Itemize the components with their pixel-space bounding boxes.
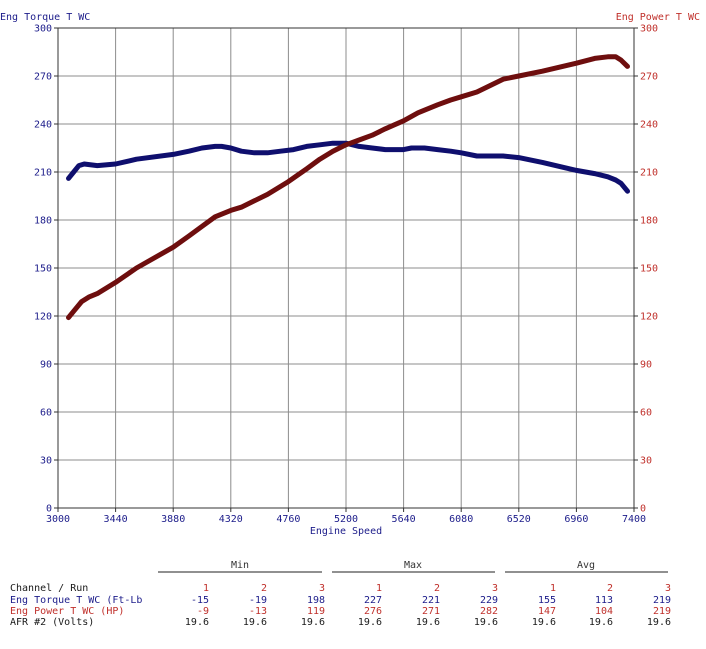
table-run-number: 2 [607,583,613,594]
x-axis-title: Engine Speed [310,526,382,537]
y-right-tick-label: 0 [640,504,646,515]
table-run-number: 3 [492,583,498,594]
table-cell: 19.6 [185,617,209,628]
series-lines [66,54,630,321]
y-right-tick-label: 120 [640,312,658,323]
y-right-tick-label: 210 [640,168,658,179]
table-row-label: AFR #2 (Volts) [10,617,94,628]
y-left-tick-label: 90 [40,360,52,371]
table-group-header: Min [231,560,249,571]
summary-table: Min Max Avg Channel / Run 1 2 3 1 2 3 1 2 3 Eng Torqu… [10,560,671,628]
x-tick-label: 3880 [161,514,185,525]
table-cell: 19.6 [301,617,325,628]
table-group-header: Avg [577,560,595,571]
table-cell: 219 [653,595,671,606]
table-row-label: Eng Power T WC (HP) [10,606,124,617]
table-cell: 147 [538,606,556,617]
y-left-tick-label: 120 [34,312,52,323]
y-left-tick-label: 0 [46,504,52,515]
x-tick-label: 3440 [104,514,128,525]
grid-lines [54,27,638,512]
table-cell: 19.6 [647,617,671,628]
table-cell: 104 [595,606,613,617]
axis-labels: 3000 3440 3880 4320 4760 5200 5640 6080 6520 6960… [34,24,658,526]
table-run-number: 2 [261,583,267,594]
y-left-tick-label: 270 [34,72,52,83]
table-cell: 19.6 [358,617,382,628]
table-group-header: Max [404,560,422,571]
table-cell: -15 [191,595,209,606]
x-tick-label: 6080 [449,514,473,525]
table-cell: 19.6 [243,617,267,628]
table-run-number: 2 [434,583,440,594]
table-cell: -9 [197,606,209,617]
y-left-tick-label: 150 [34,264,52,275]
table-cell: 19.6 [589,617,613,628]
x-tick-label: 4760 [276,514,300,525]
table-cell: 155 [538,595,556,606]
table-channel-header: Channel / Run [10,583,88,594]
table-run-number: 1 [376,583,382,594]
table-run-number: 1 [550,583,556,594]
table-cell: 19.6 [532,617,556,628]
y-left-tick-label: 30 [40,456,52,467]
table-cell: 276 [364,606,382,617]
y-left-axis-title: Eng Torque T WC [0,12,90,23]
table-cell: -13 [249,606,267,617]
table-run-number: 1 [203,583,209,594]
y-right-tick-label: 150 [640,264,658,275]
table-cell: 198 [307,595,325,606]
y-left-tick-label: 300 [34,24,52,35]
table-cell: 282 [480,606,498,617]
y-left-tick-label: 180 [34,216,52,227]
y-right-tick-label: 180 [640,216,658,227]
plot-frame [57,27,635,509]
table-cell: 271 [422,606,440,617]
x-tick-label: 4320 [219,514,243,525]
y-left-tick-label: 210 [34,168,52,179]
table-cell: -19 [249,595,267,606]
table-cell: 229 [480,595,498,606]
x-tick-label: 6960 [564,514,588,525]
table-run-number: 3 [665,583,671,594]
y-right-tick-label: 300 [640,24,658,35]
x-tick-label: 5200 [334,514,358,525]
y-right-axis-title: Eng Power T WC [616,12,700,23]
x-tick-label: 7400 [622,514,646,525]
table-run-number: 3 [319,583,325,594]
y-right-tick-label: 60 [640,408,652,419]
y-left-tick-label: 60 [40,408,52,419]
x-tick-label: 5640 [392,514,416,525]
y-right-tick-label: 270 [640,72,658,83]
table-cell: 227 [364,595,382,606]
power-line [66,54,630,321]
y-right-tick-label: 240 [640,120,658,131]
table-row-label: Eng Torque T WC (Ft-Lb [10,595,142,606]
y-right-tick-label: 90 [640,360,652,371]
table-cell: 219 [653,606,671,617]
table-cell: 113 [595,595,613,606]
table-cell: 19.6 [416,617,440,628]
torque-line [66,140,630,194]
y-left-tick-label: 240 [34,120,52,131]
x-tick-label: 6520 [507,514,531,525]
y-right-tick-label: 30 [640,456,652,467]
table-cell: 19.6 [474,617,498,628]
table-cell: 221 [422,595,440,606]
table-cell: 119 [307,606,325,617]
x-tick-label: 3000 [46,514,70,525]
